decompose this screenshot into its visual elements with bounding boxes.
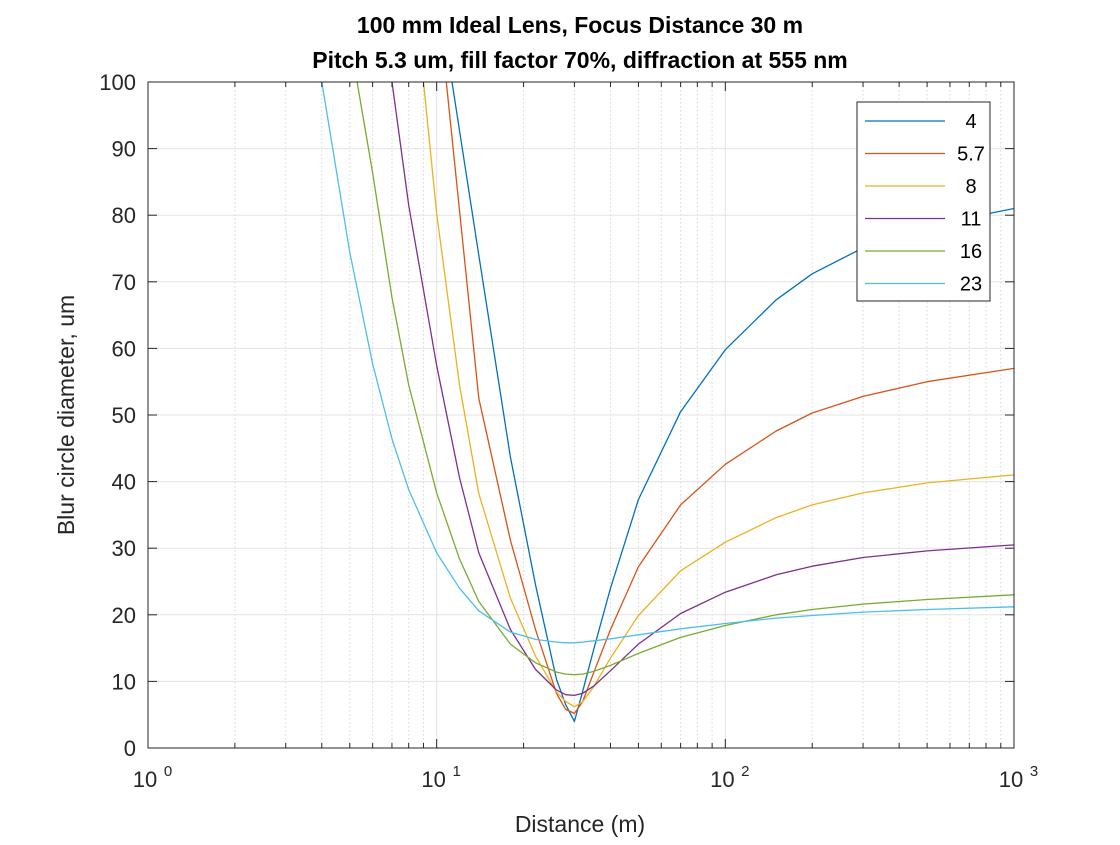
legend-label-4: 4 xyxy=(965,111,976,133)
series-line-8 xyxy=(422,82,1014,708)
y-tick-label: 100 xyxy=(99,70,136,95)
x-tick-label: 10 xyxy=(133,767,157,792)
y-axis-label: Blur circle diameter, um xyxy=(53,295,79,535)
y-tick-label: 70 xyxy=(112,270,136,295)
axes xyxy=(147,81,1015,749)
y-tick-label: 0 xyxy=(124,736,136,761)
chart-title-line-1: 100 mm Ideal Lens, Focus Distance 30 m xyxy=(357,12,803,38)
x-tick-label-exponent: 2 xyxy=(741,763,749,780)
series-line-23 xyxy=(321,82,1014,644)
legend-label-8: 8 xyxy=(965,176,976,198)
legend-box xyxy=(856,101,991,302)
series-line-5-7 xyxy=(445,82,1014,715)
y-tick-label: 50 xyxy=(112,403,136,428)
y-tick-label: 80 xyxy=(112,203,136,228)
y-tick-label: 20 xyxy=(112,603,136,628)
x-tick-label-exponent: 3 xyxy=(1030,763,1038,780)
legend-label-23: 23 xyxy=(960,274,982,296)
legend-label-11: 11 xyxy=(961,209,982,231)
x-tick-label-exponent: 0 xyxy=(164,763,172,780)
series-lines xyxy=(321,82,1014,723)
y-tick-label: 10 xyxy=(112,669,136,694)
y-tick-label: 30 xyxy=(112,536,136,561)
series-line-11 xyxy=(391,82,1014,697)
x-tick-label: 10 xyxy=(421,767,445,792)
x-axis-label: Distance (m) xyxy=(515,811,645,837)
series-line-16 xyxy=(356,82,1014,676)
legend-label-16: 16 xyxy=(960,241,982,263)
legend-label-5-7: 5.7 xyxy=(957,144,985,166)
series-line-4 xyxy=(451,82,1014,723)
legend: 4 5.7 8 11 16 23 xyxy=(856,101,991,302)
x-tick-label: 10 xyxy=(710,767,734,792)
x-tick-label: 10 xyxy=(999,767,1023,792)
y-tick-label: 90 xyxy=(112,137,136,162)
y-tick-label: 60 xyxy=(112,336,136,361)
chart-title-line-2: Pitch 5.3 um, fill factor 70%, diffracti… xyxy=(312,47,848,73)
y-tick-label: 40 xyxy=(112,470,136,495)
x-tick-label-exponent: 1 xyxy=(452,763,460,780)
